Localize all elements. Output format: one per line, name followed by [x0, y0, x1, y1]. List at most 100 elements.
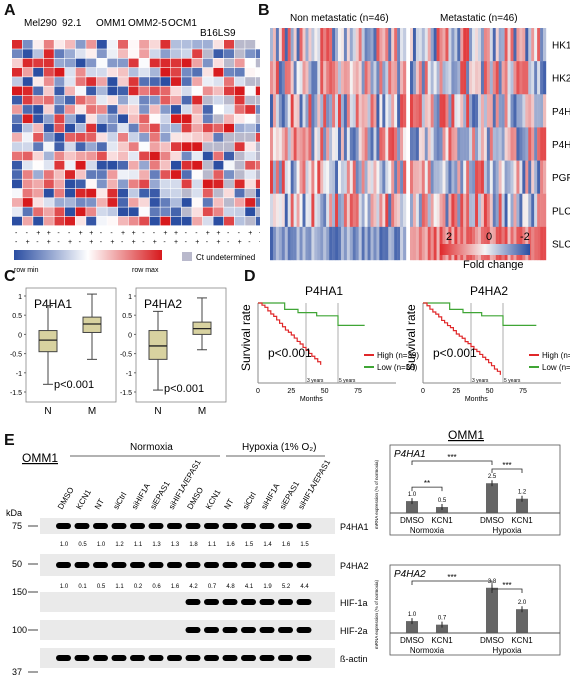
heatmap-cell: [445, 94, 449, 128]
heatmap-cell: [352, 193, 356, 228]
heatmap-cell: [343, 160, 348, 194]
heatmap-cell: [54, 216, 65, 226]
blot-band: [93, 655, 108, 661]
o2-sign: -: [185, 230, 188, 237]
heatmap-cell: [33, 114, 44, 124]
heatmap-cell: [181, 170, 192, 179]
heatmap-cell: [224, 160, 234, 170]
heatmap-cell: [478, 94, 482, 128]
heatmap-cell: [149, 216, 160, 226]
p4ha2-quant: 0.6: [152, 584, 161, 590]
heatmap-cell: [507, 28, 511, 62]
heatmap-cell: [439, 193, 443, 228]
heatmap-cell: [160, 86, 171, 96]
heatmap-cell: [43, 67, 54, 77]
heatmap-cell: [323, 160, 327, 194]
heatmap-cell: [394, 160, 398, 194]
heatmap-cell: [352, 94, 356, 128]
heatmap-cell: [373, 28, 377, 62]
heatmap-cell: [466, 193, 470, 228]
heatmap-cell: [335, 94, 339, 128]
heatmap-cell: [361, 28, 365, 62]
heatmap-cell: [96, 198, 107, 207]
lane-label: DMSO: [185, 486, 205, 511]
heatmap-cell: [245, 49, 256, 58]
blot-band: [185, 523, 201, 529]
blot-band: [278, 599, 293, 605]
heatmap-cell: [510, 193, 514, 228]
heatmap-cell: [107, 216, 118, 226]
heatmap-cell: [22, 105, 33, 114]
heatmap-cell: [281, 28, 285, 62]
heatmap-cell: [181, 123, 192, 133]
heatmap-cell: [278, 226, 283, 261]
heatmap-cell: [361, 61, 365, 95]
heatmap-cell: [478, 127, 482, 161]
heatmap-cell: [361, 226, 365, 261]
heatmap-cell: [370, 160, 374, 194]
heatmap-cell: [537, 160, 541, 194]
heatmap-cell: [352, 28, 356, 62]
heatmap-cell: [202, 207, 213, 217]
heatmap-cell: [107, 207, 118, 217]
heatmap-cell: [326, 61, 330, 95]
blot-band: [222, 562, 238, 568]
bar: [516, 498, 528, 513]
category-label: KCN1: [511, 636, 533, 645]
blot-band: [56, 523, 71, 529]
hypoxia-label: Hypoxia (1% O₂): [242, 442, 316, 453]
heatmap-cell: [234, 207, 245, 217]
heatmap-cell: [128, 105, 139, 114]
heatmap-cell: [22, 151, 33, 161]
heatmap-cell: [192, 58, 203, 68]
heatmap-cell: [149, 49, 160, 58]
heatmap-cell: [107, 67, 118, 77]
heatmap-cell: [22, 40, 33, 49]
heatmap-cell: [308, 61, 312, 95]
heatmap-cell: [388, 226, 392, 261]
heatmap-cell: [400, 94, 404, 128]
heatmap-cell: [245, 77, 256, 86]
heatmap-cell: [338, 193, 342, 228]
blot-band: [259, 655, 275, 661]
heatmap-cell: [537, 226, 541, 261]
blot-band: [259, 599, 275, 605]
heatmap-cell: [522, 226, 526, 261]
heatmap-cell: [400, 127, 404, 161]
heatmap-cell: [308, 226, 312, 261]
heatmap-cell: [245, 151, 256, 161]
heatmap-cell: [299, 160, 303, 194]
heatmap-cell: [128, 160, 139, 170]
heatmap-cell: [534, 193, 538, 228]
heatmap-cell: [323, 193, 327, 228]
panel-e-label: E: [4, 432, 15, 449]
blot-band: [222, 627, 238, 633]
kcn-sign: +: [110, 239, 114, 246]
band-label: ß-actin: [340, 654, 368, 664]
blot-band: [259, 627, 275, 633]
heatmap-cell: [373, 61, 377, 95]
heatmap-cell: [355, 28, 359, 62]
heatmap-cell: [181, 58, 192, 68]
heatmap-cell: [472, 94, 476, 128]
bar: [516, 609, 528, 633]
heatmap-cell: [305, 193, 309, 228]
heatmap-cell: [22, 170, 33, 179]
heatmap-cell: [388, 160, 392, 194]
heatmap-cell: [382, 94, 386, 128]
heatmap-cell: [305, 94, 309, 128]
heatmap-cell: [305, 127, 309, 161]
heatmap-cell: [466, 61, 470, 95]
heatmap-cell: [349, 160, 353, 194]
heatmap-cell: [171, 58, 181, 68]
heatmap-cell: [320, 28, 324, 62]
kcn-sign: +: [47, 239, 51, 246]
heatmap-cell: [278, 193, 283, 228]
heatmap-cell: [171, 133, 181, 142]
gene-label: PGF: [552, 173, 570, 184]
heatmap-cell: [403, 226, 407, 261]
heatmap-cell: [128, 86, 139, 96]
heatmap-cell: [75, 67, 86, 77]
heatmap-cell: [460, 226, 464, 261]
heatmap-cell: [75, 40, 86, 49]
